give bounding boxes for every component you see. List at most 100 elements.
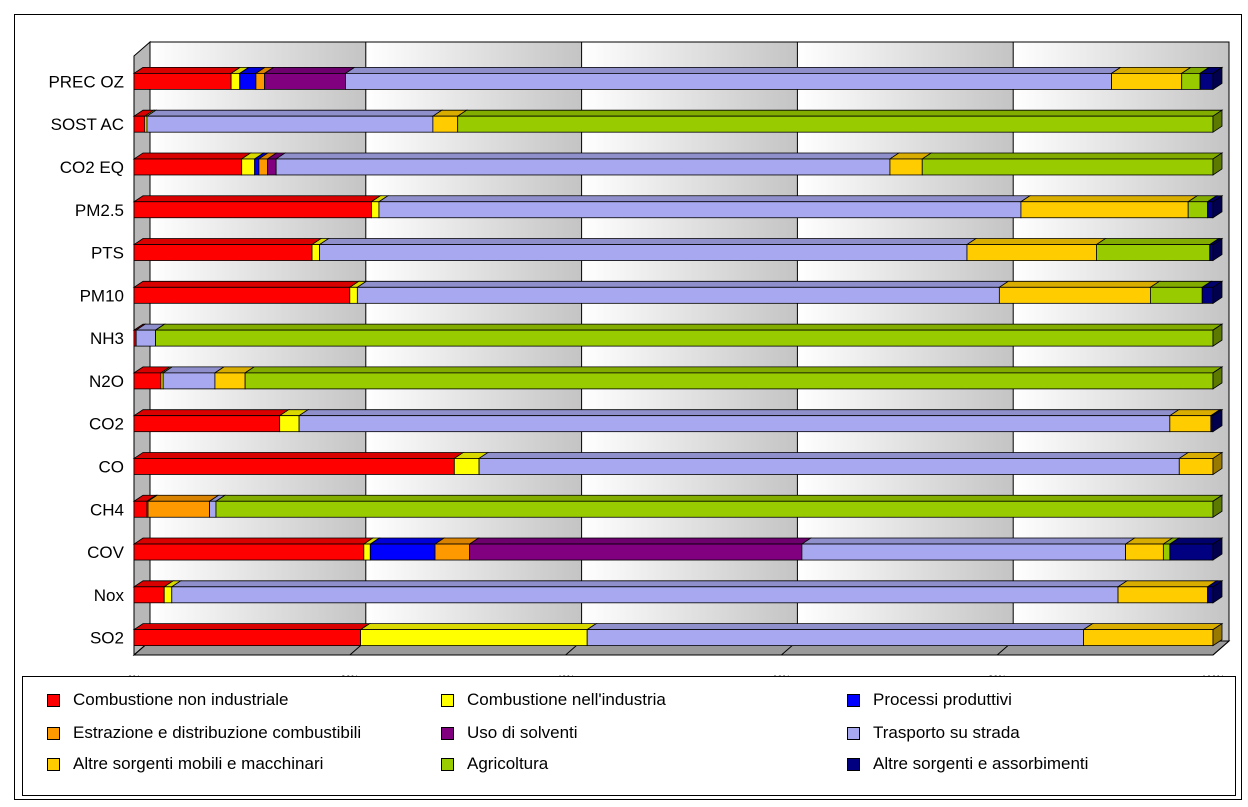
bar-group bbox=[132, 580, 1224, 604]
bar-end-cap bbox=[1212, 494, 1223, 518]
bar-group bbox=[132, 109, 1224, 133]
gridline-floor bbox=[1212, 640, 1230, 656]
bar-segment bbox=[133, 500, 148, 518]
bar-segment bbox=[360, 629, 588, 647]
bar-segment bbox=[133, 586, 165, 604]
bar-group bbox=[132, 494, 1224, 518]
category-label: NH3 bbox=[90, 329, 124, 348]
bar-segment bbox=[432, 115, 459, 133]
bar-segment-top bbox=[800, 537, 1136, 545]
bar-segment bbox=[1178, 458, 1214, 475]
legend-swatch bbox=[47, 757, 60, 771]
bar-segment-top bbox=[998, 280, 1161, 288]
legend-swatch bbox=[441, 726, 454, 740]
bar-segment-top bbox=[297, 409, 1181, 417]
bar-segment-top bbox=[145, 109, 444, 117]
bar-segment-top bbox=[318, 238, 978, 245]
bar-end-cap bbox=[1212, 237, 1223, 262]
bar-segment bbox=[155, 329, 1214, 347]
bar-segment bbox=[370, 201, 380, 219]
bar-segment-top bbox=[1110, 66, 1193, 74]
category-axis-labels: PREC OZ SOST AC CO2 EQ PM2.5 PTS PM10 NH3 N2O CO… bbox=[48, 72, 124, 647]
bar-segment bbox=[1117, 586, 1209, 604]
bar-end-cap bbox=[1212, 109, 1223, 133]
bar-segment bbox=[434, 543, 470, 561]
bar-segment-top bbox=[170, 580, 1129, 588]
bar-segment bbox=[469, 543, 803, 561]
bar-segment bbox=[1199, 72, 1214, 90]
bar-segment-top bbox=[132, 152, 253, 160]
category-label: CO bbox=[99, 457, 125, 476]
bar-end-cap bbox=[1212, 622, 1223, 647]
bar-group bbox=[132, 408, 1224, 433]
bar-segment bbox=[133, 286, 351, 304]
bar-group bbox=[132, 280, 1224, 305]
bar-segment bbox=[254, 158, 260, 176]
bar-segment bbox=[349, 286, 358, 304]
legend-item: Combustione non industriale bbox=[47, 686, 288, 714]
bar-end-cap bbox=[1212, 280, 1223, 305]
bar-group bbox=[132, 237, 1224, 262]
bar-segment bbox=[966, 244, 1097, 261]
bar-segment bbox=[369, 543, 436, 561]
bar-segment-top bbox=[243, 366, 1224, 374]
bar-segment bbox=[1209, 244, 1214, 261]
legend-label: Altre sorgenti mobili e macchinari bbox=[73, 754, 324, 773]
legend-item: Estrazione e distribuzione combustibili bbox=[47, 719, 361, 747]
legend-item: Altre sorgenti e assorbimenti bbox=[847, 750, 1088, 778]
legend-swatch bbox=[847, 757, 860, 771]
bar-group bbox=[132, 195, 1224, 219]
category-label: CO2 EQ bbox=[60, 158, 124, 177]
bar-segment bbox=[378, 201, 1022, 219]
bar-segment bbox=[356, 286, 1000, 304]
bar-segment bbox=[478, 458, 1180, 475]
bar-segment bbox=[255, 72, 265, 90]
bar-segment bbox=[1201, 286, 1214, 304]
bar-segment-top bbox=[263, 66, 356, 74]
bar-segment bbox=[133, 629, 361, 647]
bar-segment bbox=[133, 72, 232, 90]
bar-segment-top bbox=[132, 452, 465, 459]
bar-segment bbox=[319, 244, 968, 261]
bar-segment-top bbox=[1019, 195, 1199, 203]
bar-segment bbox=[241, 158, 256, 176]
bar-segment-top bbox=[132, 409, 290, 417]
bar-segment bbox=[133, 201, 372, 219]
bar-segment-top bbox=[1116, 580, 1218, 588]
legend-label: Estrazione e distribuzione combustibili bbox=[73, 723, 362, 742]
bar-segment-top bbox=[1082, 623, 1224, 631]
legend-swatch bbox=[847, 693, 860, 707]
legend-swatch bbox=[441, 693, 454, 707]
category-label: PTS bbox=[91, 244, 124, 263]
bar-segment bbox=[1187, 201, 1209, 219]
bar-segment bbox=[147, 500, 210, 518]
legend-label: Altre sorgenti e assorbimenti bbox=[873, 754, 1089, 773]
bar-segment-top bbox=[132, 195, 382, 203]
legend-item: Processi produttivi bbox=[847, 686, 1012, 714]
bar-segment bbox=[363, 543, 371, 561]
bar-end-cap bbox=[1212, 580, 1223, 604]
bar-segment-top bbox=[359, 623, 598, 631]
legend-swatch bbox=[847, 726, 860, 740]
bar-segment bbox=[998, 286, 1151, 304]
bar-segment-top bbox=[1095, 238, 1221, 245]
bar-end-cap bbox=[1212, 66, 1223, 91]
legend-label: Processi produttivi bbox=[873, 690, 1012, 709]
bar-end-cap bbox=[1212, 195, 1223, 219]
bar-segment-top bbox=[477, 452, 1190, 459]
bar-segment-top bbox=[161, 366, 226, 374]
bar-group bbox=[132, 152, 1224, 176]
bar-segment bbox=[215, 500, 1214, 518]
bar-segment bbox=[146, 115, 434, 133]
bar-segment bbox=[1169, 415, 1212, 433]
bar-segment bbox=[264, 72, 346, 90]
bar-segment-top bbox=[585, 623, 1094, 631]
bar-segment-top bbox=[356, 280, 1010, 288]
bar-segment bbox=[453, 458, 480, 475]
bar-segment bbox=[1083, 629, 1214, 647]
bar-segment-top bbox=[1149, 280, 1213, 288]
bar-segment bbox=[133, 458, 455, 475]
bar-segment bbox=[244, 372, 1214, 390]
bar-segment bbox=[457, 115, 1214, 133]
